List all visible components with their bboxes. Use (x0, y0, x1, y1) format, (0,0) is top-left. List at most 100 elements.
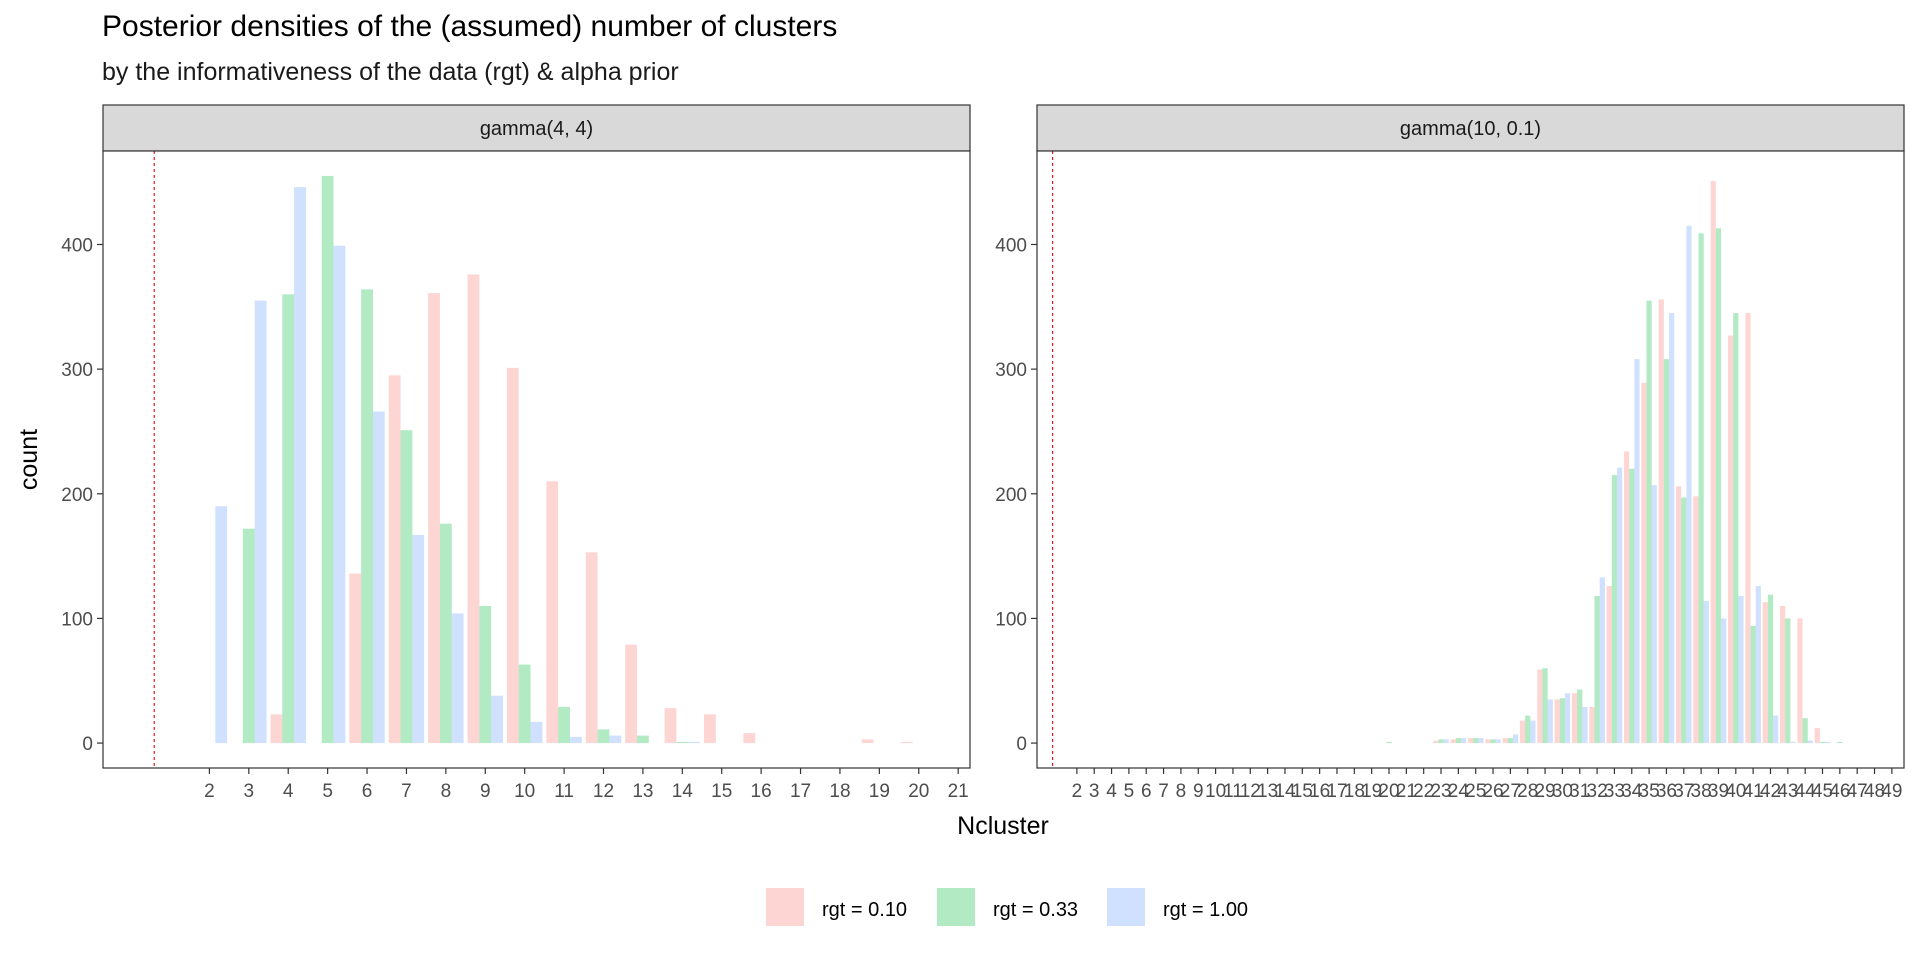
bar (1537, 669, 1543, 744)
x-tick-label: 42 (1760, 781, 1781, 802)
y-tick-label: 100 (61, 609, 93, 630)
y-axis-title: count (15, 429, 43, 490)
legend-label: rgt = 0.33 (993, 899, 1078, 921)
bar (1455, 738, 1461, 744)
x-tick-label: 8 (1176, 781, 1187, 802)
bar (439, 523, 452, 744)
x-tick-label: 18 (829, 781, 850, 802)
bar (1617, 467, 1623, 744)
bar (1485, 739, 1491, 744)
bar (1825, 741, 1831, 744)
facet-strip-label: gamma(10, 0.1) (1400, 118, 1541, 140)
bar (1802, 718, 1808, 744)
bar (1478, 738, 1484, 744)
bar (1710, 180, 1716, 744)
bar (625, 644, 637, 744)
x-tick-label: 27 (1500, 781, 1521, 802)
bar (530, 721, 543, 744)
x-tick-label: 35 (1639, 781, 1660, 802)
x-tick-label: 34 (1621, 781, 1643, 802)
x-tick-label: 15 (711, 781, 732, 802)
bar (664, 708, 677, 744)
x-tick-label: 18 (1344, 781, 1365, 802)
bar (1467, 738, 1474, 744)
bar (1629, 468, 1635, 744)
bar (1507, 738, 1513, 744)
bar (1490, 739, 1496, 744)
x-tick-label: 25 (1465, 781, 1486, 802)
x-tick-label: 36 (1656, 781, 1677, 802)
x-tick-label: 6 (362, 781, 373, 802)
bar (451, 613, 464, 744)
bar (1525, 715, 1531, 744)
bar (372, 411, 385, 744)
x-tick-label: 29 (1534, 781, 1555, 802)
y-tick-label: 0 (82, 734, 93, 755)
bar (1658, 299, 1664, 744)
bar (1780, 605, 1786, 744)
x-tick-label: 13 (632, 781, 653, 802)
x-tick-label: 48 (1864, 781, 1885, 802)
panel-background (1037, 151, 1904, 768)
bar (1651, 485, 1657, 744)
bar (400, 430, 413, 744)
x-tick-label: 33 (1604, 781, 1625, 802)
x-tick-label: 45 (1812, 781, 1833, 802)
bar (1819, 741, 1826, 744)
legend-label: rgt = 1.00 (1163, 899, 1248, 921)
panel-border (102, 150, 971, 769)
y-tick-label: 400 (61, 235, 93, 256)
bar (688, 741, 701, 744)
legend-key (937, 888, 975, 926)
y-tick-label: 300 (61, 360, 93, 381)
x-tick-label: 9 (1193, 781, 1204, 802)
bar (518, 664, 531, 744)
bar (412, 534, 425, 744)
bar (1542, 668, 1548, 744)
x-tick-label: 16 (1309, 781, 1330, 802)
bar (1773, 715, 1779, 744)
x-axis-title: Ncluster (957, 812, 1049, 840)
bar (282, 294, 295, 744)
panel-background (103, 151, 970, 768)
bar (1686, 225, 1692, 744)
x-tick-label: 14 (1274, 781, 1296, 802)
x-tick-label: 41 (1743, 781, 1764, 802)
y-tick-label: 100 (995, 609, 1027, 630)
bar (349, 573, 362, 744)
x-tick-label: 4 (1106, 781, 1117, 802)
x-tick-label: 14 (672, 781, 694, 802)
bar (1681, 497, 1687, 744)
x-tick-label: 19 (1361, 781, 1382, 802)
x-tick-label: 47 (1847, 781, 1868, 802)
bar (215, 506, 228, 744)
x-tick-label: 6 (1141, 781, 1152, 802)
x-tick-label: 13 (1257, 781, 1278, 802)
x-tick-label: 21 (948, 781, 969, 802)
bar (1443, 739, 1449, 744)
bar (1594, 595, 1600, 744)
x-tick-label: 32 (1587, 781, 1608, 802)
legend-label: rgt = 0.10 (822, 899, 907, 921)
bar (1519, 720, 1526, 744)
bar (1762, 602, 1768, 744)
x-tick-label: 39 (1708, 781, 1729, 802)
bar (1554, 699, 1560, 744)
bar (1623, 451, 1630, 744)
bar (294, 187, 306, 744)
x-tick-label: 2 (1072, 781, 1083, 802)
y-tick-label: 200 (61, 485, 93, 506)
bar (1547, 699, 1553, 744)
x-tick-label: 17 (790, 781, 811, 802)
x-tick-label: 8 (441, 781, 452, 802)
y-tick-label: 400 (995, 235, 1027, 256)
y-tick-label: 200 (995, 485, 1027, 506)
bar (1785, 618, 1791, 744)
bar (467, 274, 480, 744)
x-tick-label: 12 (1240, 781, 1261, 802)
x-tick-label: 11 (554, 781, 574, 802)
bar (1693, 496, 1699, 744)
bar (558, 706, 570, 744)
bar (491, 695, 504, 744)
